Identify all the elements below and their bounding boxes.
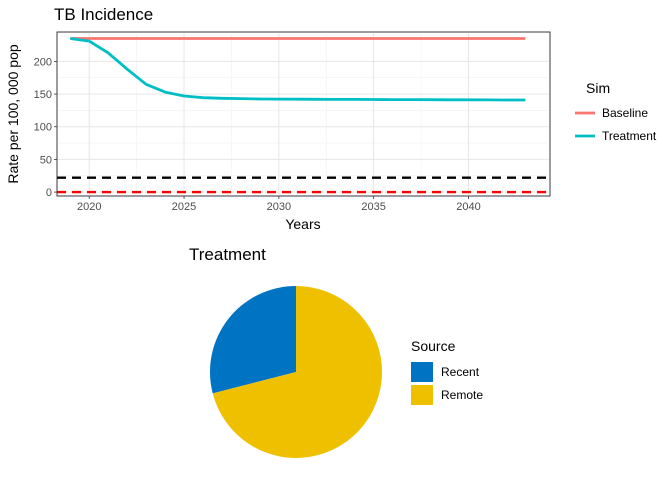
line-chart: TB Incidence 2020 2025 2030 2035 2040 0 50 100… [5,5,657,232]
pie-slices [209,286,382,459]
y-tick-label: 50 [40,154,52,166]
series-lines [70,37,526,102]
pie-legend-title: Source [411,338,456,354]
pie-legend: Source Recent Remote [411,338,483,405]
x-tick-label: 2040 [456,201,480,213]
plot-panel [56,31,551,197]
x-axis-label: Years [285,216,320,232]
legend-title: Sim [586,80,610,96]
x-tick-label: 2035 [361,201,385,213]
pie-chart: Treatment Source Recent Remote [189,245,483,459]
x-tick-label: 2025 [172,201,196,213]
y-axis-ticks: 0 50 100 150 200 [34,56,57,199]
y-tick-label: 150 [34,89,52,101]
y-axis-label: Rate per 100, 000 pop [5,44,21,184]
y-tick-label: 0 [46,187,52,199]
pie-legend-key [411,362,433,382]
reference-lines [57,176,550,194]
x-tick-label: 2030 [267,201,291,213]
y-tick-label: 200 [34,56,52,68]
legend-label: Treatment [602,129,657,143]
series-line-treatment [70,37,526,102]
pie-legend-key [411,385,433,405]
x-tick-label: 2020 [77,201,101,213]
pie-legend-label: Recent [441,365,480,379]
panel-border [56,31,551,197]
chart-title: TB Incidence [54,5,153,24]
pie-title: Treatment [189,245,266,264]
pie-slice-remote [212,286,382,459]
legend-label: Baseline [602,106,648,120]
y-tick-label: 100 [34,122,52,134]
pie-slice-recent [209,286,296,394]
line-legend: Sim Baseline Treatment [575,80,657,143]
pie-legend-label: Remote [441,388,483,402]
x-axis-ticks: 2020 2025 2030 2035 2040 [77,196,481,213]
